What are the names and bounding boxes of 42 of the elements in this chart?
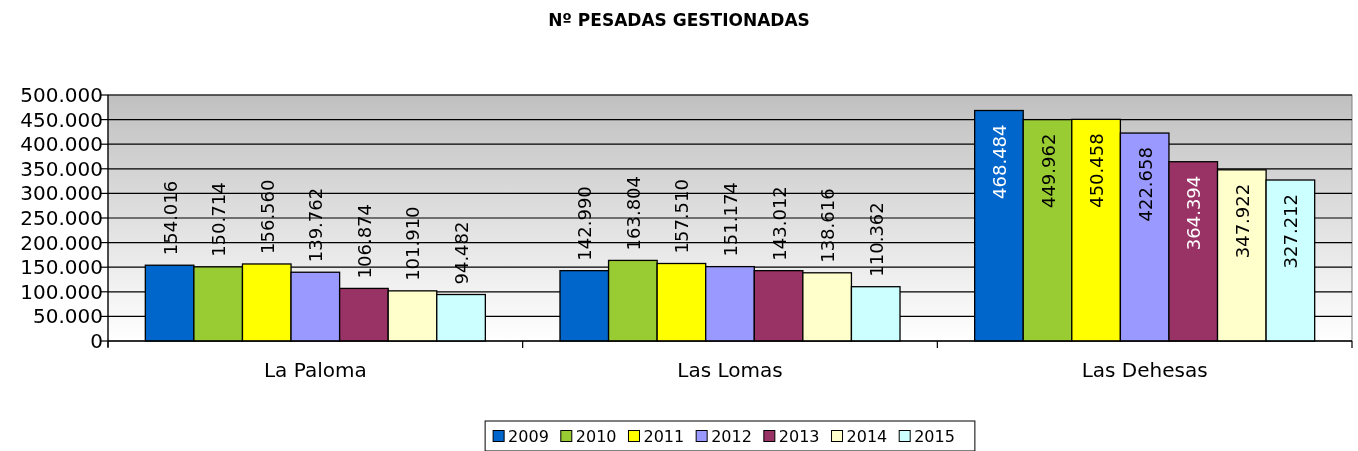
data-label: 364.394 [1182,175,1204,251]
data-label: 94.482 [450,221,472,285]
legend-label: 2013 [778,426,820,446]
y-tick-label: 300.000 [20,181,103,206]
x-tick-label: La Paloma [263,358,367,382]
legend-label: 2012 [711,426,752,446]
legend-label: 2010 [575,426,617,446]
y-tick-label: 150.000 [20,255,103,280]
data-label: 163.804 [622,175,644,251]
y-tick-label: 100.000 [20,279,103,304]
y-tick-label: 250.000 [20,206,103,230]
data-label: 449.962 [1037,133,1059,209]
data-label: 154.016 [159,180,181,256]
data-label: 143.012 [768,186,790,261]
x-tick-label: Las Dehesas [1081,358,1208,382]
data-label: 101.910 [401,206,423,281]
legend-label: 2014 [846,426,888,446]
x-tick-label: Las Lomas [677,358,783,382]
data-label: 156.560 [256,179,278,254]
y-tick-label: 500.000 [20,83,103,107]
y-tick-label: 0 [90,329,103,353]
y-tick-label: 400.000 [20,132,103,157]
data-label: 450.458 [1085,133,1107,208]
chart-title: Nº PESADAS GESTIONADAS [548,10,810,30]
data-label: 327.212 [1279,194,1301,269]
y-tick-label: 200.000 [20,230,103,255]
data-label: 151.174 [719,182,741,257]
legend-label: 2011 [643,426,685,446]
y-tick-label: 350.000 [20,156,103,181]
data-label: 468.484 [988,124,1010,199]
y-tick-label: 50.000 [33,304,103,329]
data-label: 106.874 [353,203,375,279]
data-label: 138.616 [816,188,838,263]
data-label: 110.362 [865,202,887,277]
data-label: 157.510 [670,179,692,254]
data-label: 347.922 [1231,183,1253,259]
y-tick-label: 450.000 [20,107,103,132]
data-label: 150.714 [207,182,229,257]
legend-label: 2009 [508,426,549,446]
legend-label: 2015 [914,426,955,446]
data-label: 142.990 [573,186,595,261]
data-label: 422.658 [1134,147,1156,222]
